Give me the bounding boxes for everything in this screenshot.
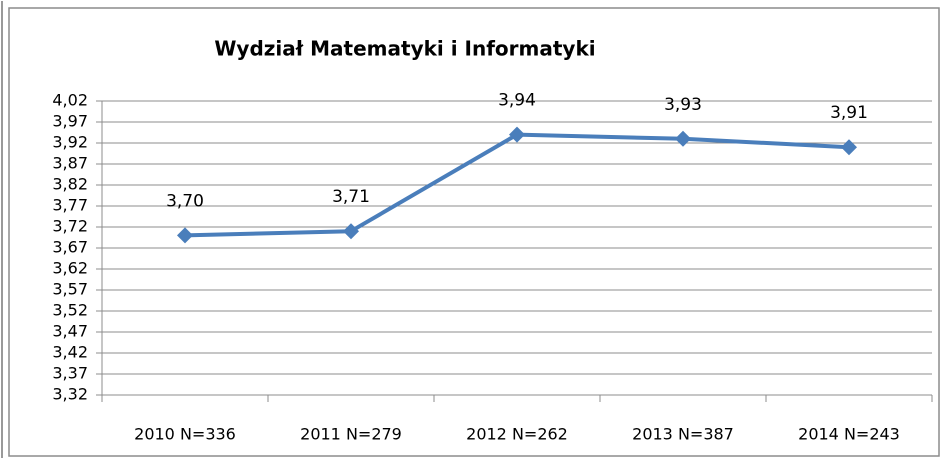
y-tick-label: 3,87 — [52, 154, 88, 173]
y-tick-label: 4,02 — [52, 91, 88, 110]
y-tick-label: 3,97 — [52, 112, 88, 131]
y-tick-label: 3,47 — [52, 322, 88, 341]
y-tick-label: 3,72 — [52, 217, 88, 236]
y-tick-label: 3,62 — [52, 259, 88, 278]
data-label: 3,94 — [498, 91, 536, 111]
frame-edge — [1, 1, 3, 458]
x-tick-label: 2011 N=279 — [300, 425, 402, 444]
x-tick-label: 2010 N=336 — [134, 425, 236, 444]
marker — [343, 223, 359, 240]
y-tick-label: 3,67 — [52, 238, 88, 257]
data-label: 3,91 — [830, 103, 868, 123]
data-label: 3,71 — [332, 187, 370, 207]
x-tick-label: 2012 N=262 — [466, 425, 568, 444]
x-tick-label: 2014 N=243 — [798, 425, 900, 444]
y-tick-label: 3,57 — [52, 280, 88, 299]
y-tick-label: 3,52 — [52, 301, 88, 320]
chart-title: Wydział Matematyki i Informatyki — [214, 37, 595, 61]
data-label: 3,70 — [166, 191, 204, 211]
x-tick-label: 2013 N=387 — [632, 425, 734, 444]
y-tick-label: 3,92 — [52, 133, 88, 152]
marker — [509, 126, 525, 143]
y-tick-label: 3,77 — [52, 196, 88, 215]
marker — [841, 139, 857, 156]
marker — [675, 130, 691, 147]
y-tick-label: 3,82 — [52, 175, 88, 194]
y-tick-label: 3,37 — [52, 364, 88, 383]
y-tick-label: 3,32 — [52, 385, 88, 404]
chart-border — [8, 7, 940, 457]
marker — [177, 227, 193, 244]
y-tick-label: 3,42 — [52, 343, 88, 362]
data-label: 3,93 — [664, 95, 702, 115]
